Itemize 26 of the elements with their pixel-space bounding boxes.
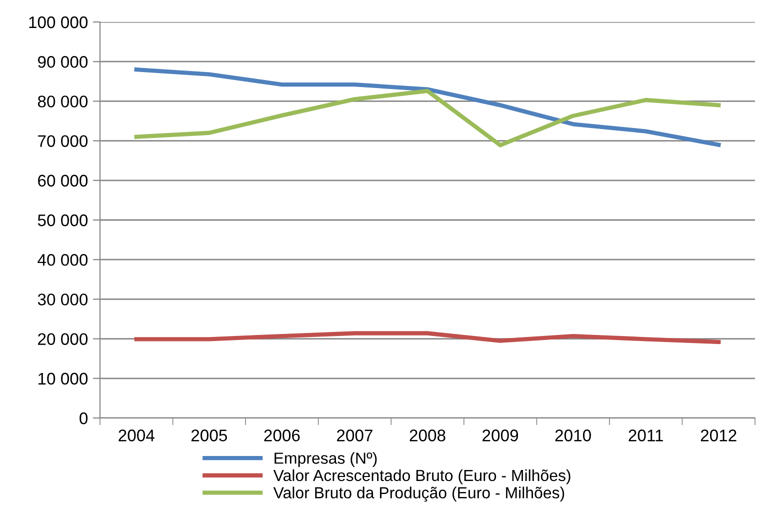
y-tick-label: 70 000 [38,135,88,148]
y-tick-label: 0 [80,412,88,424]
y-tick-label: 100 000 [29,16,88,28]
y-tick-label: 80 000 [38,96,88,108]
x-tick-label: 2005 [191,430,228,442]
x-tick-label: 2004 [118,430,154,442]
legend-label: Empresas (Nº) [274,452,377,467]
line-series [134,67,721,147]
x-tick-label: 2008 [410,430,446,442]
x-tick-label: 2009 [482,430,518,442]
y-tick-label: 30 000 [38,294,88,306]
legend-label: Valor Acrescentado Bruto (Euro - Milhões) [273,469,570,484]
y-tick-label: 50 000 [38,214,88,226]
legend-label: Valor Bruto da Produção (Euro - Milhões) [273,486,564,502]
y-tick-label: 90 000 [38,56,88,68]
x-tick-label: 2007 [337,430,372,442]
y-tick-label: 10 000 [38,372,88,385]
x-tick-label: 2006 [264,430,300,442]
y-tick-label: 40 000 [38,254,88,266]
x-tick-label: 2010 [555,430,591,442]
y-tick-label: 20 000 [38,333,88,346]
x-tick-label: 2012 [700,430,736,442]
line-series [134,331,721,344]
y-tick-label: 60 000 [38,174,88,187]
line-series [134,88,721,148]
x-tick-label: 2011 [628,430,663,442]
